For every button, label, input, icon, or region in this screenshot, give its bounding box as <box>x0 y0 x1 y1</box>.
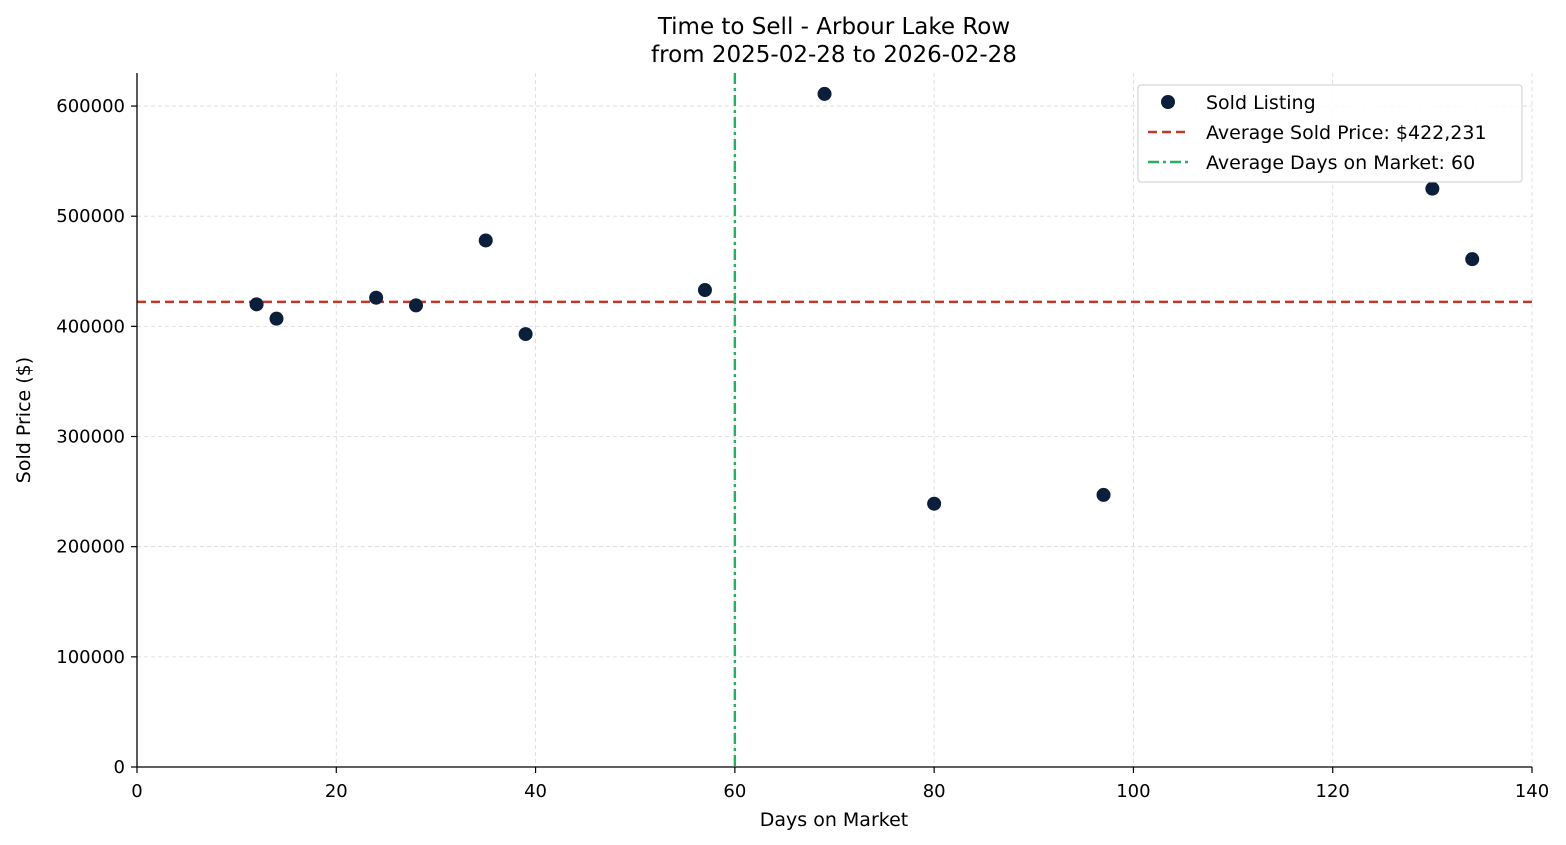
y-tick-label-500000: 500000 <box>56 206 125 227</box>
y-tick-label-300000: 300000 <box>56 427 125 448</box>
y-tick-label-600000: 600000 <box>56 96 125 117</box>
chart-title: Time to Sell - Arbour Lake Row <box>657 14 1010 40</box>
x-tick-label-60: 60 <box>723 781 746 802</box>
axes <box>136 73 1532 768</box>
legend-label-average-price: Average Sold Price: $422,231 <box>1206 122 1487 144</box>
legend: Sold Listing Average Sold Price: $422,23… <box>1137 84 1523 183</box>
x-tick-label-0: 0 <box>131 781 142 802</box>
reference-lines <box>137 73 1532 767</box>
y-tick-label-0: 0 <box>114 757 125 778</box>
data-point <box>1425 181 1440 196</box>
data-point <box>478 233 493 248</box>
legend-box <box>1137 84 1523 183</box>
y-tick-label-400000: 400000 <box>56 316 125 337</box>
chart-subtitle: from 2025-02-28 to 2026-02-28 <box>651 42 1017 68</box>
legend-label-sold-listing: Sold Listing <box>1206 92 1316 114</box>
data-point <box>1096 487 1111 502</box>
x-tick-label-40: 40 <box>524 781 547 802</box>
data-point <box>697 283 712 298</box>
x-tick-label-120: 120 <box>1316 781 1350 802</box>
y-axis-label: Sold Price ($) <box>13 357 35 483</box>
data-points <box>249 86 1480 511</box>
legend-marker-sold-listing <box>1161 95 1175 109</box>
data-point <box>249 297 264 312</box>
legend-label-average-days: Average Days on Market: 60 <box>1206 152 1475 174</box>
data-point <box>269 311 284 326</box>
x-axis-label: Days on Market <box>760 809 908 831</box>
x-tick-label-80: 80 <box>923 781 946 802</box>
x-tick-label-100: 100 <box>1116 781 1150 802</box>
data-point <box>518 327 533 342</box>
ticks: 0 20 40 60 80 100 120 140 0 100000 200000 300000 400… <box>56 96 1549 802</box>
data-point <box>927 496 942 511</box>
data-point <box>1465 252 1480 267</box>
x-tick-label-140: 140 <box>1515 781 1549 802</box>
data-point <box>369 290 384 305</box>
x-tick-label-20: 20 <box>325 781 348 802</box>
y-tick-label-100000: 100000 <box>56 647 125 668</box>
y-tick-label-200000: 200000 <box>56 537 125 558</box>
data-point <box>409 298 423 313</box>
data-point <box>817 86 832 101</box>
